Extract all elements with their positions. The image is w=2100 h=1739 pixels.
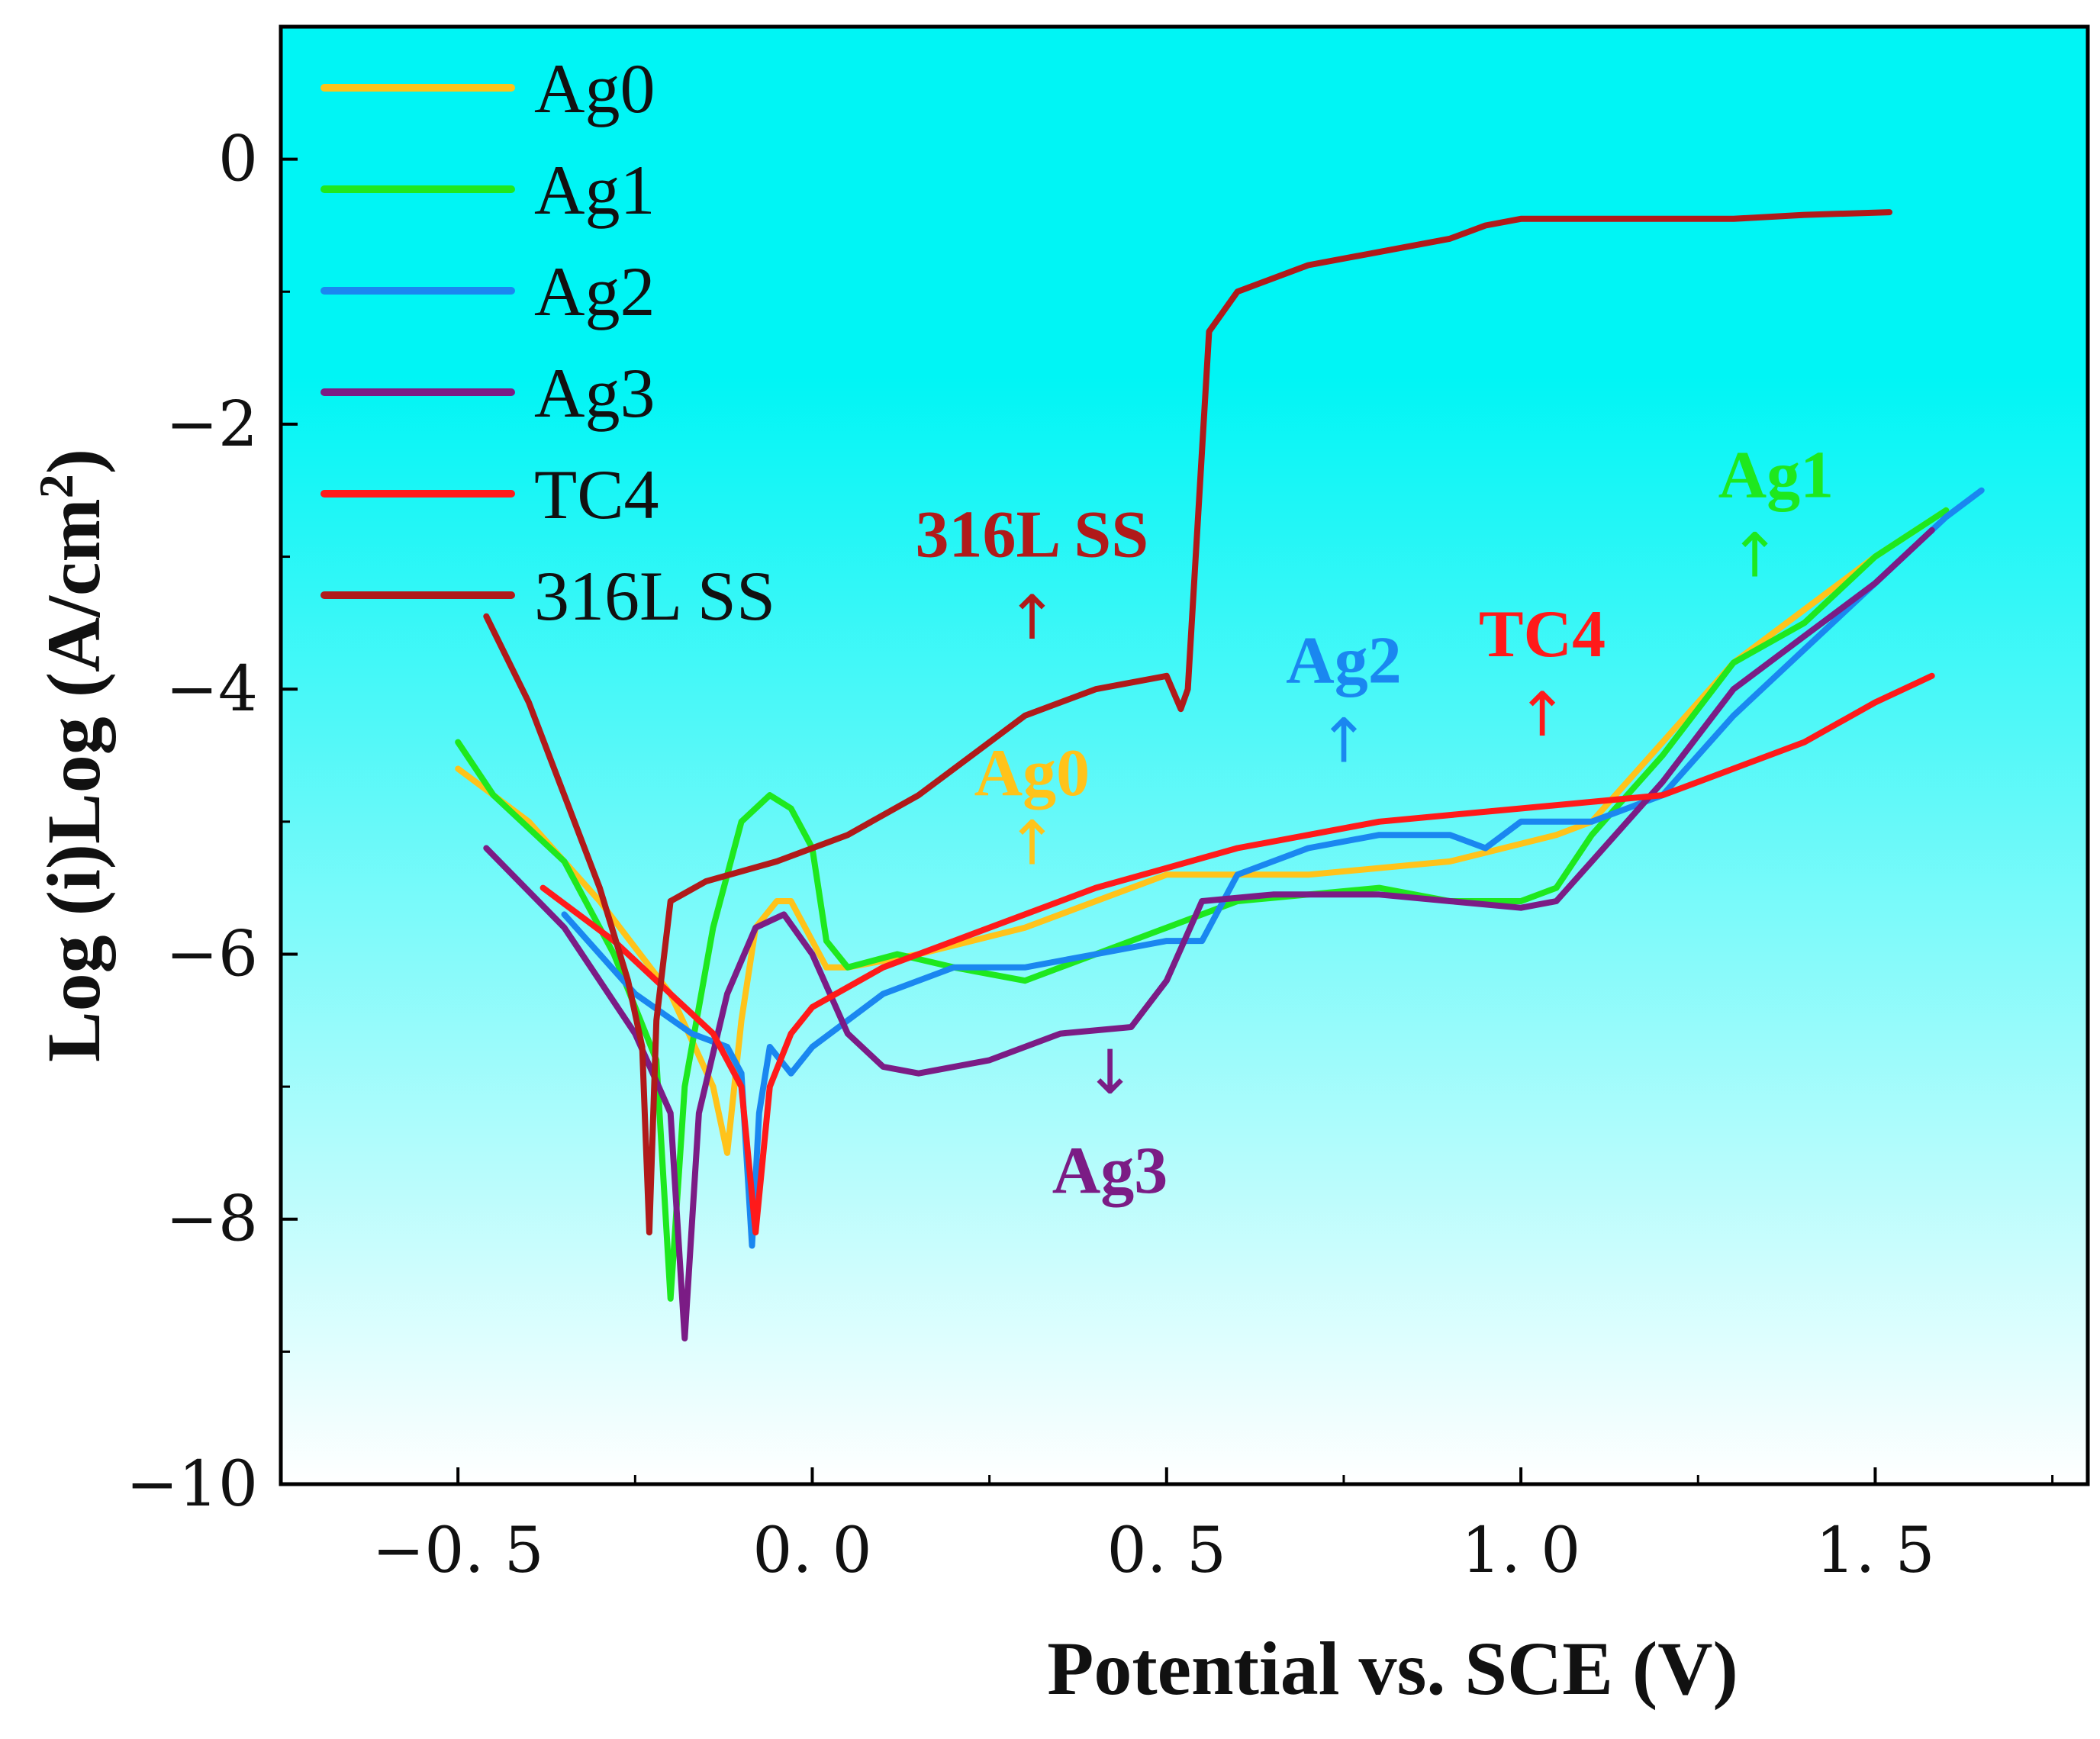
y-tick-label: −2 bbox=[166, 388, 258, 461]
annotation-arrow-icon: ↑ bbox=[1516, 679, 1567, 750]
annotation-arrow-icon: ↑ bbox=[1729, 520, 1780, 591]
x-tick-label: 1. 0 bbox=[1461, 1515, 1580, 1587]
x-axis-title: Potential vs. SCE (V) bbox=[1047, 1626, 1738, 1711]
series-line-ag2 bbox=[561, 487, 1985, 1249]
series-layer bbox=[455, 209, 1985, 1341]
annotation-label: Ag0 bbox=[974, 736, 1090, 810]
legend-label: Ag3 bbox=[534, 354, 655, 432]
series-line-ag1 bbox=[455, 507, 1950, 1302]
annotation-label: Ag3 bbox=[1052, 1134, 1168, 1208]
y-axis-title-superscript: 2 bbox=[29, 474, 83, 498]
legend-label: 316L SS bbox=[534, 557, 775, 635]
annotation-label: 316L SS bbox=[915, 498, 1148, 572]
annotation-arrow-icon: ↑ bbox=[1007, 807, 1058, 878]
legend-label: Ag1 bbox=[534, 151, 655, 229]
annotation-label: TC4 bbox=[1479, 597, 1606, 671]
ticks-layer: −0. 5 0. 0 0. 5 1. 0 1. 5 0 −2 −4 −6 −8 −10 bbox=[126, 25, 2054, 1587]
x-tick-label: 0. 5 bbox=[1107, 1515, 1226, 1587]
series-line-ag3 bbox=[483, 527, 1935, 1341]
x-tick-label: 1. 5 bbox=[1815, 1515, 1934, 1587]
plot-frame bbox=[279, 24, 2090, 1486]
annotation-label: Ag1 bbox=[1718, 438, 1834, 512]
legend: Ag0 Ag1 Ag2 Ag3 TC4 316L SS bbox=[320, 50, 775, 635]
annotations: 316L SS↑Ag0↑Ag2↑TC4↑Ag1↑Ag3↓ bbox=[915, 438, 1834, 1208]
annotation-arrow-icon: ↑ bbox=[1318, 706, 1369, 777]
y-tick-label: −10 bbox=[126, 1448, 258, 1521]
series-line-316l-ss bbox=[483, 209, 1892, 1236]
y-tick-label: −8 bbox=[166, 1183, 258, 1256]
x-tick-label: 0. 0 bbox=[752, 1515, 871, 1587]
annotation-arrow-icon: ↓ bbox=[1084, 1037, 1135, 1108]
y-axis-title-close: ) bbox=[31, 449, 116, 474]
annotation-label: Ag2 bbox=[1286, 624, 1402, 698]
y-axis-title: Log (i)Log (A/cm2) bbox=[29, 449, 117, 1062]
x-tick-label: −0. 5 bbox=[372, 1515, 544, 1587]
annotation-arrow-icon: ↑ bbox=[1007, 582, 1058, 653]
y-tick-label: −4 bbox=[166, 653, 258, 726]
legend-label: Ag2 bbox=[534, 253, 655, 330]
y-tick-label: 0 bbox=[218, 124, 258, 196]
y-axis-title-main: Log (i)Log (A/cm bbox=[31, 498, 116, 1062]
series-line-tc4 bbox=[539, 672, 1935, 1236]
y-tick-label: −6 bbox=[166, 918, 258, 990]
legend-label: TC4 bbox=[534, 456, 659, 533]
plot-background bbox=[281, 27, 2088, 1484]
legend-label: Ag0 bbox=[534, 50, 655, 127]
